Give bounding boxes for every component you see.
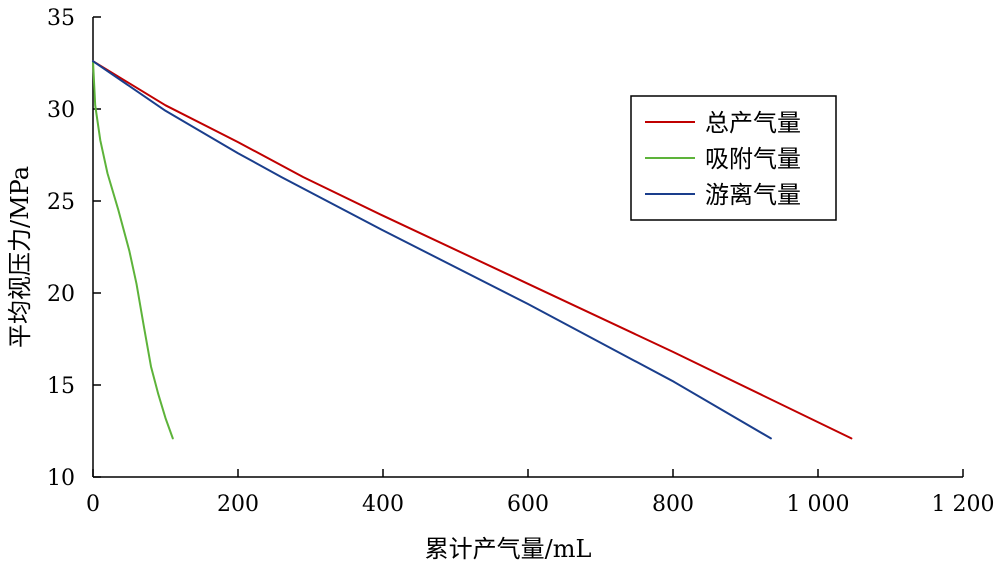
y-tick-label: 10 [47,466,75,491]
y-tick-label: 15 [47,374,75,399]
x-axis-label: 累计产气量/mL [425,535,592,563]
x-tick-label: 1 200 [932,492,995,517]
x-tick-label: 1 000 [787,492,850,517]
x-tick-label: 200 [217,492,259,517]
y-tick-label: 30 [47,98,75,123]
series-layer [92,60,853,440]
legend-label-2: 游离气量 [705,181,801,209]
series-line-1 [92,60,174,440]
x-tick-label: 800 [652,492,694,517]
series-line-0 [92,60,853,440]
y-tick-label: 25 [47,190,75,215]
x-tick-label: 400 [362,492,404,517]
series-line-2 [92,60,772,440]
y-tick-label: 20 [47,282,75,307]
x-ticks: 0 200 400 600 800 1 000 1 200 [86,469,994,517]
legend-label-1: 吸附气量 [705,145,801,173]
y-ticks: 10 15 20 25 30 35 [47,6,101,491]
y-tick-label: 35 [47,6,75,31]
y-axis-label: 平均视压力/MPa [6,166,34,348]
legend-label-0: 总产气量 [705,109,801,137]
axes [92,17,963,478]
x-tick-label: 0 [86,492,100,517]
x-tick-label: 600 [507,492,549,517]
